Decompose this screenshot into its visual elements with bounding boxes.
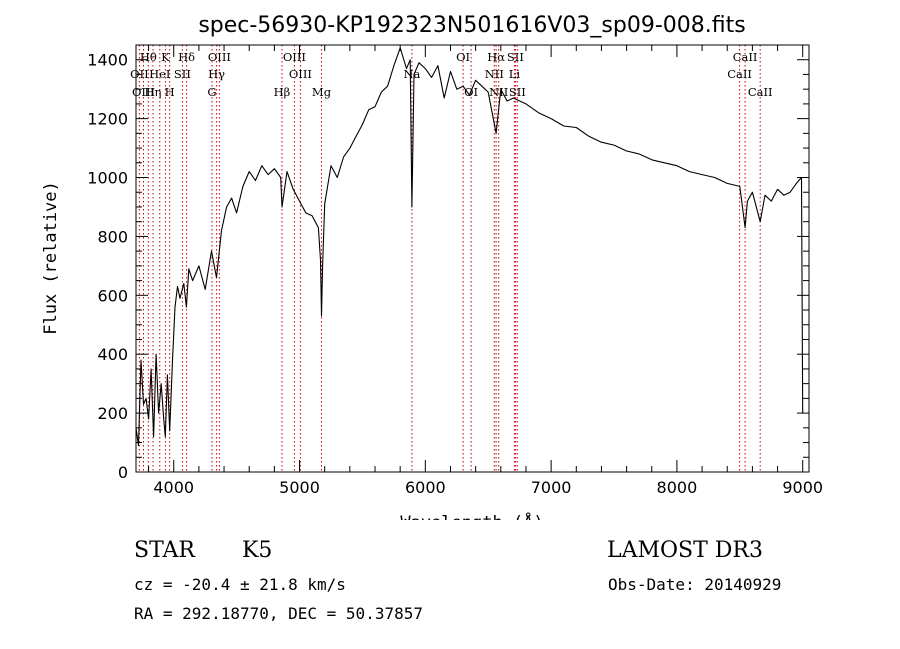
y-tick-label: 1400	[87, 51, 128, 70]
spectrum-line	[135, 47, 804, 447]
plot-frame	[135, 44, 810, 473]
line-label-4: HeI	[149, 67, 170, 81]
line-label-3: K	[161, 50, 170, 64]
line-label-27: CaII	[748, 85, 773, 99]
line-label-20: NII	[485, 67, 504, 81]
line-label-1: OII	[130, 67, 149, 81]
y-tick-label: 400	[97, 345, 128, 364]
line-label-22: SII	[507, 50, 524, 64]
redshift-velocity: cz = -20.4 ± 21.8 km/s	[134, 575, 346, 594]
line-label-26: CaII	[727, 67, 752, 81]
line-label-9: OIII	[208, 50, 231, 64]
line-label-21: NII	[489, 85, 508, 99]
line-label-2: OIII	[132, 85, 155, 99]
y-axis-label: Flux (relative)	[41, 181, 61, 335]
line-label-23: Li	[509, 67, 521, 81]
line-label-8: Hδ	[178, 50, 195, 64]
y-tick-label: 1200	[87, 110, 128, 129]
survey-name: LAMOST DR3	[607, 538, 763, 563]
line-label-5: Hη	[145, 85, 162, 99]
x-tick-label: 9000	[782, 478, 823, 497]
object-class: STAR	[134, 538, 195, 563]
line-label-13: OIII	[283, 50, 306, 64]
chart-title: spec-56930-KP192323N501616V03_sp09-008.f…	[198, 13, 745, 38]
line-label-15: Mg	[312, 85, 332, 99]
line-label-16: Na	[403, 67, 420, 81]
observation-date: Obs-Date: 20140929	[608, 575, 782, 594]
tick-layer: 4000 5000 6000 7000 8000 9000 0 200 400 600 800 100…	[87, 44, 823, 497]
ra-dec-coordinates: RA = 292.18770, DEC = 50.37857	[134, 604, 423, 623]
line-label-14: OIII	[289, 67, 312, 81]
line-label-11: G	[207, 85, 216, 99]
x-tick-label: 6000	[405, 478, 446, 497]
line-label-19: Hα	[487, 50, 505, 64]
line-label-18: OI	[464, 85, 478, 99]
line-label-6: SII	[174, 67, 191, 81]
line-label-17: OI	[456, 50, 470, 64]
line-label-12: Hβ	[274, 85, 291, 99]
line-label-24: SII	[509, 85, 526, 99]
spectrum-chart: spec-56930-KP192323N501616V03_sp09-008.f…	[41, 13, 823, 520]
line-label-7: H	[165, 85, 175, 99]
x-tick-label: 8000	[657, 478, 698, 497]
line-label-25: CaII	[733, 50, 758, 64]
x-tick-label: 5000	[279, 478, 320, 497]
y-tick-label: 200	[97, 404, 128, 423]
y-tick-label: 800	[97, 227, 128, 246]
x-axis-label: Wavelength (Å)	[400, 511, 543, 520]
x-tick-label: 4000	[153, 478, 194, 497]
y-tick-label: 0	[118, 463, 128, 482]
line-label-0: Hθ	[140, 50, 157, 64]
spectral-subclass: K5	[242, 538, 273, 563]
line-label-10: Hγ	[208, 67, 225, 81]
y-tick-label: 600	[97, 286, 128, 305]
y-tick-label: 1000	[87, 169, 128, 188]
series-layer	[135, 47, 804, 447]
line-marker-layer	[138, 45, 761, 472]
x-tick-label: 7000	[531, 478, 572, 497]
